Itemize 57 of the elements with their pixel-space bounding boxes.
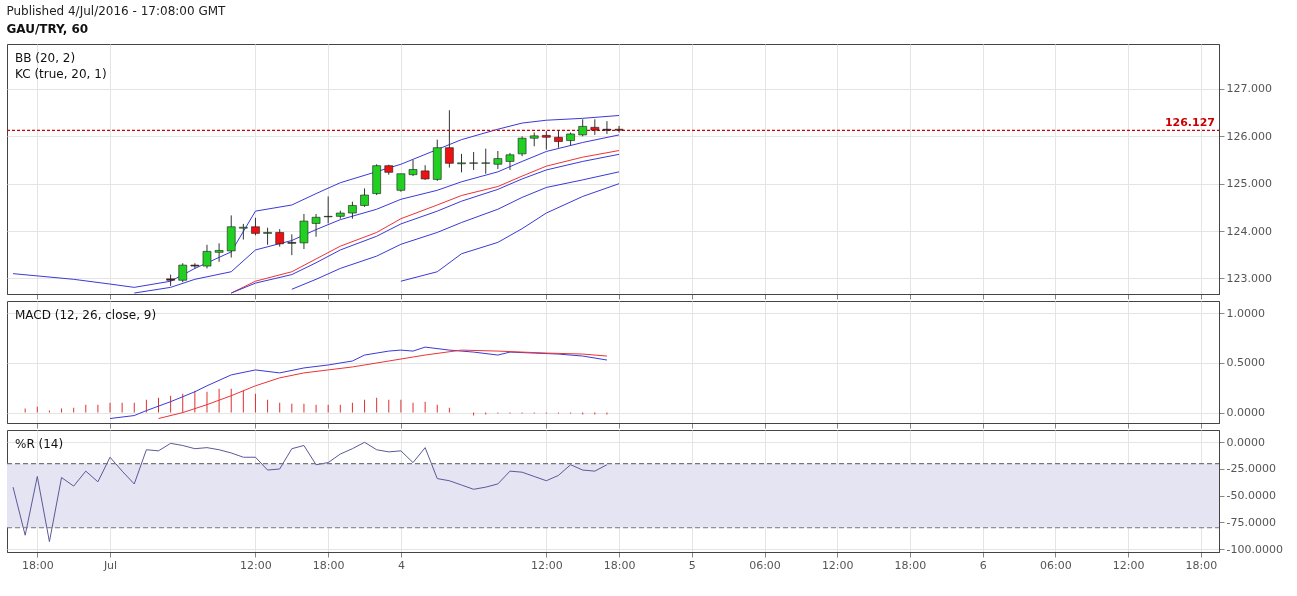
y-tick-label: 1.0000	[1226, 306, 1265, 320]
y-tick-label: -25.0000	[1226, 462, 1276, 476]
y-tick-label: -50.0000	[1226, 489, 1276, 503]
x-tick-label: 6	[979, 558, 987, 572]
annotation: MACD (12, 26, close, 9)	[15, 308, 157, 322]
y-tick-label: 127.000	[1226, 82, 1272, 96]
annotation: %R (14)	[15, 437, 64, 451]
candlestick	[178, 262, 188, 283]
x-tick-label: 06:00	[1040, 558, 1072, 572]
candlestick	[602, 120, 612, 135]
candlestick	[445, 109, 454, 169]
line-series	[133, 134, 620, 294]
x-tick-label: 18:00	[21, 558, 54, 572]
line-series	[291, 171, 620, 290]
candlestick	[202, 244, 212, 269]
y-tick-label: -100.0000	[1226, 542, 1283, 556]
candlestick	[214, 242, 224, 263]
annotation: BB (20, 2)	[15, 51, 76, 65]
candlestick	[323, 195, 333, 224]
x-tick-label: 12:00	[1112, 558, 1145, 572]
x-tick-label: 12:00	[821, 558, 854, 572]
candlestick	[408, 159, 418, 177]
candlestick	[542, 130, 551, 151]
candlestick	[287, 233, 297, 256]
ref-line-label: 126.127	[1164, 116, 1215, 130]
candlestick	[299, 213, 309, 250]
x-tick-label: 18:00	[312, 558, 345, 572]
y-tick-label: 126.000	[1226, 129, 1272, 143]
y-tick-label: 0.0000	[1226, 406, 1265, 420]
y-tick-label: 125.000	[1226, 177, 1272, 191]
y-tick-label: 123.000	[1226, 271, 1272, 285]
candlestick	[614, 125, 624, 134]
y-tick-label: 0.5000	[1226, 356, 1265, 370]
x-tick-label: 4	[397, 558, 405, 572]
y-tick-label: -75.0000	[1226, 515, 1276, 529]
candlestick	[360, 187, 369, 208]
line-series	[400, 183, 620, 282]
candlestick	[457, 153, 466, 173]
x-tick-label: 06:00	[749, 558, 781, 572]
candlestick	[505, 152, 515, 171]
x-tick-label: 18:00	[603, 558, 636, 572]
x-tick-label: 18:00	[1185, 558, 1218, 572]
y-tick-label: 124.000	[1226, 224, 1272, 238]
x-tick-label: Jul	[102, 558, 118, 572]
line-series	[12, 115, 620, 288]
chart-title: GAU/TRY, 60	[6, 22, 89, 36]
x-tick-label: 12:00	[530, 558, 563, 572]
candlestick	[481, 148, 491, 175]
y-tick-label: 0.0000	[1226, 435, 1265, 449]
candlestick	[517, 135, 527, 157]
x-tick-label: 18:00	[894, 558, 927, 572]
annotation: KC (true, 20, 1)	[15, 67, 107, 81]
x-tick-label: 5	[688, 558, 696, 572]
x-tick-label: 12:00	[240, 558, 272, 572]
candlestick	[493, 150, 503, 170]
candlestick	[311, 213, 321, 238]
chart-subtitle: Published 4/Jul/2016 - 17:08:00 GMT	[6, 4, 227, 18]
